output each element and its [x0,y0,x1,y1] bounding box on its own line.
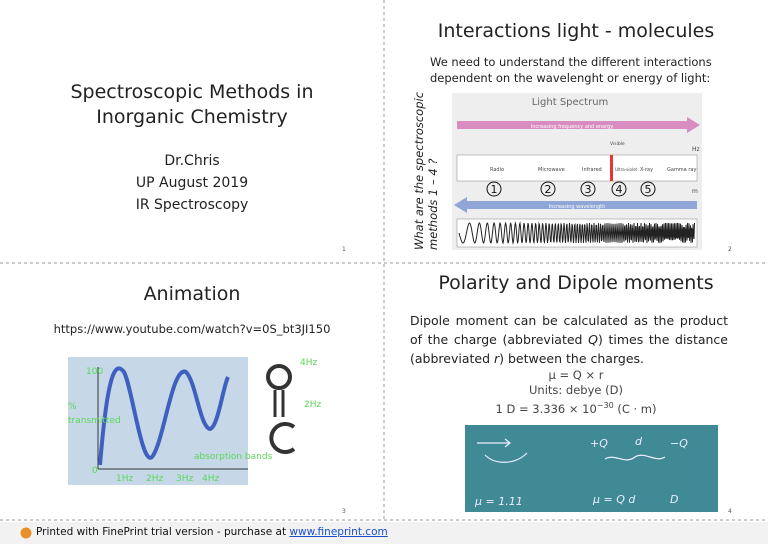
figure-label: 3Hz [176,474,193,484]
figure-label: 100 [86,367,103,377]
url: https://www.youtube.com/watch?v=0S_bt3JI… [53,322,331,336]
footer-label: Printed with FinePrint trial version - p… [36,526,290,538]
text: ) between the charges. [499,351,644,366]
formulas: μ = Q × r Units: debye (D) 1 D = 3.336 ×… [384,368,768,417]
title-line: Inorganic Chemistry [96,106,288,128]
chalk-text: μ = Q d [592,493,636,506]
footer: Printed with FinePrint trial version - p… [0,522,768,544]
footer-link[interactable]: www.fineprint.com [289,526,388,538]
figure-label: 4Hz [300,358,317,368]
slide-title: Interactions light - molecules [437,20,715,42]
formula: Units: debye (D) [529,383,623,397]
curve [98,366,230,466]
page-number: 2 [728,246,732,253]
figure-label: 2Hz [146,474,163,484]
chalk-mark [604,454,666,461]
band-number: 1 [491,183,498,196]
symbol: Q [588,332,598,347]
page-number: 4 [728,508,732,515]
band-number: 5 [645,183,652,196]
text: Dipole moment can be calculated as the p… [410,313,728,347]
figure-label: 0 [92,466,98,476]
text-line: Dr.Chris [164,153,220,169]
unit: m [692,188,698,195]
wave [458,221,695,245]
chalk-text: μ = 1.11 [474,495,523,508]
chalk-text: D [670,493,678,506]
symbol: r [494,351,500,366]
animation-figure: 100 % transmitted 0 1Hz 2Hz 3Hz 4Hz abso… [68,357,330,485]
chalk-text: +Q [590,437,608,450]
slide-title: Polarity and Dipole moments [438,272,714,294]
slide-title: Spectroscopic Methods in Inorganic Chemi… [0,80,384,130]
number-circle [486,181,502,197]
band-label: X-ray [640,167,653,173]
figure-label: 1Hz [116,474,133,484]
figure-label: 2Hz [304,400,321,410]
band-label: Microwave [538,167,565,173]
text: ) times the distance (abbreviated [410,332,728,366]
formula: 1 D = 3.336 × 10−30 (C · m) [384,398,768,417]
number-circle [540,181,556,197]
band-label: Radio [490,167,504,173]
footer-text: Printed with FinePrint trial version - p… [36,526,388,538]
arrow-label: Increasing frequency and energy [531,124,614,130]
chalk-mark [477,438,528,463]
atom [269,422,296,454]
arrow-label: Increasing wavelength [549,204,606,210]
atom [266,364,292,390]
figure-title: Light Spectrum [532,97,609,108]
chalkboard: μ = 1.11 μ = Q d +Q d −Q D [465,425,718,512]
formula-part: (C · m) [613,401,657,416]
page-number: 1 [342,246,346,253]
footer-icon [20,527,32,539]
number-circle [640,181,656,197]
side-note: What are the spectroscopic methods 1 – 4… [412,92,440,250]
figure-label: absorption bands [194,452,273,462]
side-note-line: What are the spectroscopic [412,91,426,250]
figure-label: % [68,402,77,412]
slide-text: We need to understand the different inte… [430,55,712,85]
band-label: Gamma ray [667,167,696,173]
visible-band [610,155,613,181]
exponent: −30 [596,401,614,410]
slide-body: Dr.Chris UP August 2019 IR Spectroscopy [0,150,384,216]
text-line: IR Spectroscopy [135,197,249,213]
icon-circle [20,527,32,539]
band-number: 3 [585,183,592,196]
number-circle [580,181,596,197]
slide-text: Dipole moment can be calculated as the p… [410,311,728,368]
formula-part: 1 D = 3.336 × 10 [495,401,597,416]
band-number: 2 [545,183,552,196]
band-number: 4 [616,183,623,196]
chalk-text: −Q [670,437,688,450]
text-line: UP August 2019 [135,175,249,191]
unit: Hz [692,146,700,153]
slide-title: Animation [143,283,241,305]
side-note-line: methods 1 – 4 ? [426,158,440,250]
number-circle [611,181,627,197]
spectrum-figure: Light Spectrum Increasing frequency and … [452,93,702,250]
band-label: Ultra-violet [615,167,638,172]
chalk-text: d [635,435,643,448]
arrow [454,197,697,213]
figure-label: 4Hz [202,474,219,484]
page-number: 3 [342,508,346,515]
band-label: Infrared [582,167,602,173]
arrow [457,117,700,133]
formula: μ = Q × r [548,368,604,382]
dividers [0,0,768,521]
board-bg [465,425,718,512]
band-label: Visible [610,141,625,147]
figure-label: transmitted [68,416,121,426]
title-line: Spectroscopic Methods in [70,81,314,103]
band-row [456,154,698,182]
